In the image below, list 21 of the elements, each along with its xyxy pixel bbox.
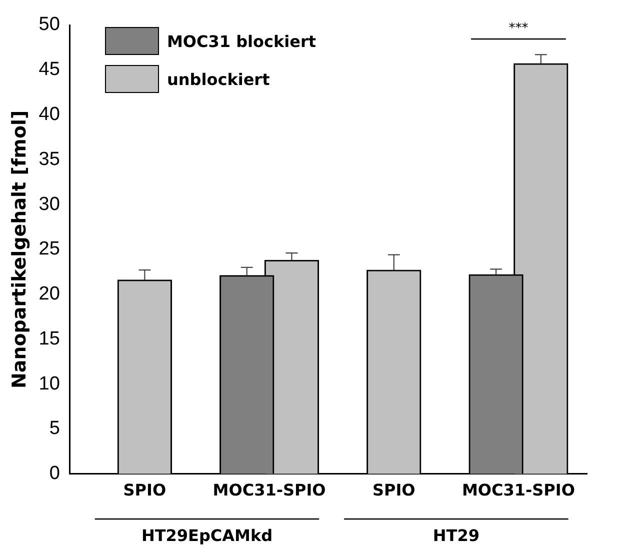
y-tick-label: 20 xyxy=(38,284,60,305)
legend-label: MOC31 blockiert xyxy=(167,32,316,50)
y-tick-label: 30 xyxy=(38,194,60,215)
annotation: *** xyxy=(508,20,529,36)
y-tick-label: 25 xyxy=(38,238,60,260)
y-tick-label: 50 xyxy=(38,14,60,36)
legend-label: unblockiert xyxy=(167,70,270,88)
x-tick-label: SPIO xyxy=(123,480,166,500)
y-tick-label: 0 xyxy=(49,463,60,484)
text: HT29EpCAMkd xyxy=(141,526,273,546)
x-tick-label: MOC31-SPIO xyxy=(212,480,326,500)
x-tick-label: SPIO xyxy=(372,480,416,500)
y-tick-label: 5 xyxy=(49,418,60,440)
y-tick-label: 40 xyxy=(38,104,60,125)
text: HT29 xyxy=(432,526,480,546)
y-tick-label: 10 xyxy=(38,373,60,394)
y-tick-label: 45 xyxy=(38,59,60,80)
y-tick-label: 15 xyxy=(38,328,60,350)
y-tick-label: 35 xyxy=(38,148,60,170)
y-axis-title: Nanopartikelgehalt [fmol] xyxy=(8,110,30,389)
x-tick-label: MOC31-SPIO xyxy=(462,480,575,500)
